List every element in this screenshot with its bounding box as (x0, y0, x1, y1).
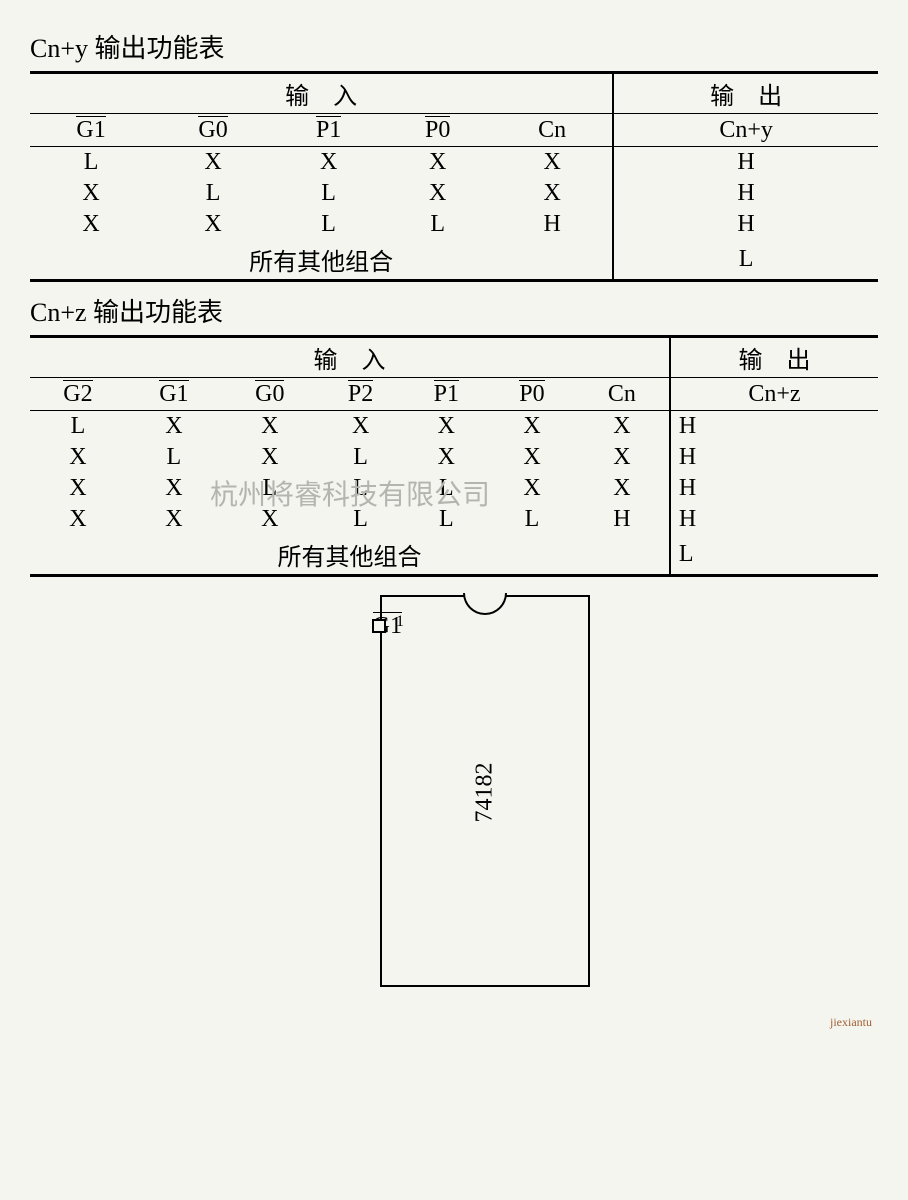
table-z-title: Cn+z 输出功能表 (30, 292, 878, 329)
credit-text: jiexiantu (30, 1015, 878, 1030)
table-row: 所有其他组合 L (30, 240, 878, 281)
other-combo-z: 所有其他组合 (30, 535, 670, 576)
other-combo-y: 所有其他组合 (30, 240, 613, 281)
col-G1: G1 (76, 116, 105, 144)
col-P0b: P0 (519, 380, 544, 408)
chip-diagram: 74182G11 (30, 595, 878, 1015)
table-row: X X X L L L H H (30, 504, 878, 535)
table-row: X L X L X X X H (30, 442, 878, 473)
table-z-inputs-header: 输 入 (30, 337, 670, 378)
table-row: L X X X X H (30, 147, 878, 179)
table-row: X X L L L X X H (30, 473, 878, 504)
col-G0b: G0 (255, 380, 284, 408)
col-G2: G2 (63, 380, 92, 408)
table-row: L X X X X X X H (30, 411, 878, 443)
col-output-y: Cn+y (613, 114, 878, 147)
table-y-col-header-row: G1 G0 P1 P0 Cn Cn+y (30, 114, 878, 147)
table-z-col-header-row: G2 G1 G0 P2 P1 P0 Cn Cn+z (30, 378, 878, 411)
col-G0: G0 (198, 116, 227, 144)
pin-number: 1 (386, 613, 414, 631)
table-z: 输 入 输 出 G2 G1 G0 P2 P1 P0 Cn Cn+z L X X … (30, 335, 878, 577)
col-Cn-b: Cn (575, 378, 670, 411)
table-y-outputs-header: 输 出 (613, 73, 878, 114)
other-combo-z-out: L (670, 535, 878, 576)
table-y: 输 入 输 出 G1 G0 P1 P0 Cn Cn+y L X X X X H … (30, 71, 878, 282)
col-P1: P1 (316, 116, 341, 144)
col-Cn: Cn (492, 114, 613, 147)
table-z-outputs-header: 输 出 (670, 337, 878, 378)
chip-part-number: 74182 (472, 763, 499, 823)
col-P2: P2 (348, 380, 373, 408)
pin-box-icon (372, 619, 386, 633)
table-row: X L L X X H (30, 178, 878, 209)
table-row: 所有其他组合 L (30, 535, 878, 576)
col-P0: P0 (425, 116, 450, 144)
table-y-inputs-header: 输 入 (30, 73, 613, 114)
table-y-title: Cn+y 输出功能表 (30, 28, 878, 65)
other-combo-y-out: L (613, 240, 878, 281)
col-output-z: Cn+z (670, 378, 878, 411)
table-row: X X L L H H (30, 209, 878, 240)
col-P1b: P1 (434, 380, 459, 408)
col-G1b: G1 (159, 380, 188, 408)
